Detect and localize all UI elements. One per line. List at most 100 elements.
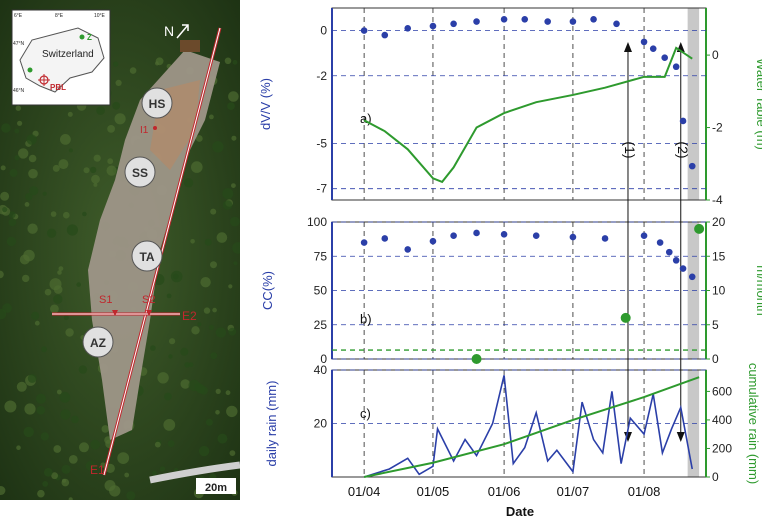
- data-point-blue: [429, 237, 437, 245]
- tree-canopy: [195, 135, 203, 142]
- tree-canopy: [113, 61, 119, 67]
- tree-canopy: [60, 134, 71, 145]
- left-tick-label: 20: [314, 417, 328, 431]
- data-point-blue: [450, 20, 457, 28]
- tree-canopy: [42, 191, 47, 196]
- tree-canopy: [208, 324, 214, 330]
- tree-canopy: [188, 362, 194, 368]
- tree-canopy: [6, 236, 17, 247]
- tree-canopy: [228, 284, 233, 289]
- data-point-blue: [500, 15, 508, 23]
- tree-canopy: [232, 59, 238, 65]
- tree-canopy: [152, 470, 157, 476]
- tree-canopy: [166, 293, 172, 299]
- data-point-blue: [672, 257, 680, 264]
- tree-canopy: [14, 128, 20, 134]
- north-label: N: [164, 23, 174, 39]
- marks-layer: [332, 15, 706, 478]
- data-point-blue: [360, 239, 368, 246]
- tree-canopy: [16, 445, 21, 451]
- right-tick-label: 5: [712, 318, 719, 332]
- tree-canopy: [0, 191, 10, 201]
- data-point-blue: [532, 232, 540, 239]
- tree-canopy: [24, 202, 30, 207]
- left-tick-label: 75: [314, 249, 328, 263]
- data-point-blue: [404, 246, 412, 253]
- tree-canopy: [53, 294, 63, 304]
- data-point-blue: [661, 54, 668, 61]
- tree-canopy: [222, 200, 233, 210]
- tree-canopy: [53, 445, 62, 453]
- tree-canopy: [228, 327, 237, 336]
- tree-canopy: [117, 452, 130, 464]
- road: [149, 461, 240, 484]
- data-point-blue: [688, 273, 696, 281]
- tree-canopy: [31, 311, 40, 320]
- scale-bar: 20m: [196, 478, 236, 494]
- tree-canopy: [93, 154, 101, 162]
- inset-site-pbl-label: PBL: [50, 83, 66, 92]
- tree-canopy: [188, 379, 200, 392]
- right-axis-label-0: Water Table (m): [754, 58, 762, 150]
- event-arrow-head-down-0: [623, 432, 632, 442]
- tree-canopy: [58, 159, 69, 170]
- tree-canopy: [210, 352, 218, 360]
- tree-canopy: [28, 154, 37, 163]
- tree-canopy: [212, 307, 217, 313]
- tree-canopy: [212, 141, 224, 153]
- switzerland-outline: [19, 27, 105, 93]
- tree-canopy: [167, 440, 175, 448]
- tree-canopy: [155, 57, 164, 66]
- tree-canopy: [44, 288, 52, 296]
- panel-label-0: a): [360, 111, 372, 126]
- x-tick-label: 01/07: [557, 484, 590, 499]
- tree-canopy: [129, 67, 137, 74]
- right-tick-label: 0: [712, 352, 719, 366]
- tree-canopy: [36, 393, 46, 404]
- left-tick-label: 25: [314, 318, 328, 332]
- tree-canopy: [43, 467, 53, 477]
- tree-canopy: [205, 418, 213, 426]
- data-point-blue: [656, 239, 664, 246]
- right-tick-label: 400: [712, 413, 732, 427]
- tree-canopy: [23, 426, 34, 438]
- tree-canopy: [63, 211, 70, 219]
- tree-canopy: [59, 391, 71, 403]
- tree-canopy: [56, 389, 62, 395]
- data-point-blue: [569, 233, 577, 241]
- tree-canopy: [210, 208, 217, 215]
- point-e2-label: E2: [182, 309, 197, 323]
- data-point-blue: [679, 265, 687, 272]
- right-tick-label: -4: [712, 193, 723, 207]
- data-point-blue: [590, 15, 597, 23]
- tree-canopy: [107, 124, 115, 133]
- tree-canopy: [83, 167, 90, 174]
- tree-canopy: [49, 278, 62, 291]
- tree-canopy: [229, 450, 236, 456]
- point-s1-marker: [112, 310, 118, 316]
- tree-canopy: [9, 169, 18, 177]
- right-tick-label: 10: [712, 284, 726, 298]
- left-tick-label: 0: [320, 352, 327, 366]
- data-point-blue: [601, 235, 609, 242]
- tree-canopy: [78, 365, 88, 374]
- tree-canopy: [112, 101, 121, 110]
- tree-canopy: [50, 304, 59, 314]
- inset-lon-10: 10°E: [94, 13, 106, 19]
- tree-canopy: [180, 347, 189, 356]
- tree-canopy: [184, 362, 190, 368]
- tree-canopy: [180, 379, 191, 389]
- tree-canopy: [4, 400, 17, 413]
- right-axis-label-2: cumulative rain (mm): [746, 363, 761, 484]
- tree-canopy: [232, 242, 240, 254]
- inset-site-z-marker: [79, 34, 85, 40]
- data-point-blue: [544, 18, 551, 25]
- time-series-figure: 0 -2 -5 -7 0 -2 -4 dV/V (%) Water Table (m) a) 0 25…: [258, 7, 762, 519]
- right-tick-label: 0: [712, 470, 719, 484]
- point-i1-marker: [153, 126, 157, 130]
- tree-canopy: [215, 388, 221, 394]
- inset-lon-8: 8°E: [55, 13, 64, 19]
- event-label-0: (1): [622, 141, 638, 158]
- tree-canopy: [18, 148, 29, 159]
- tree-canopy: [61, 464, 71, 474]
